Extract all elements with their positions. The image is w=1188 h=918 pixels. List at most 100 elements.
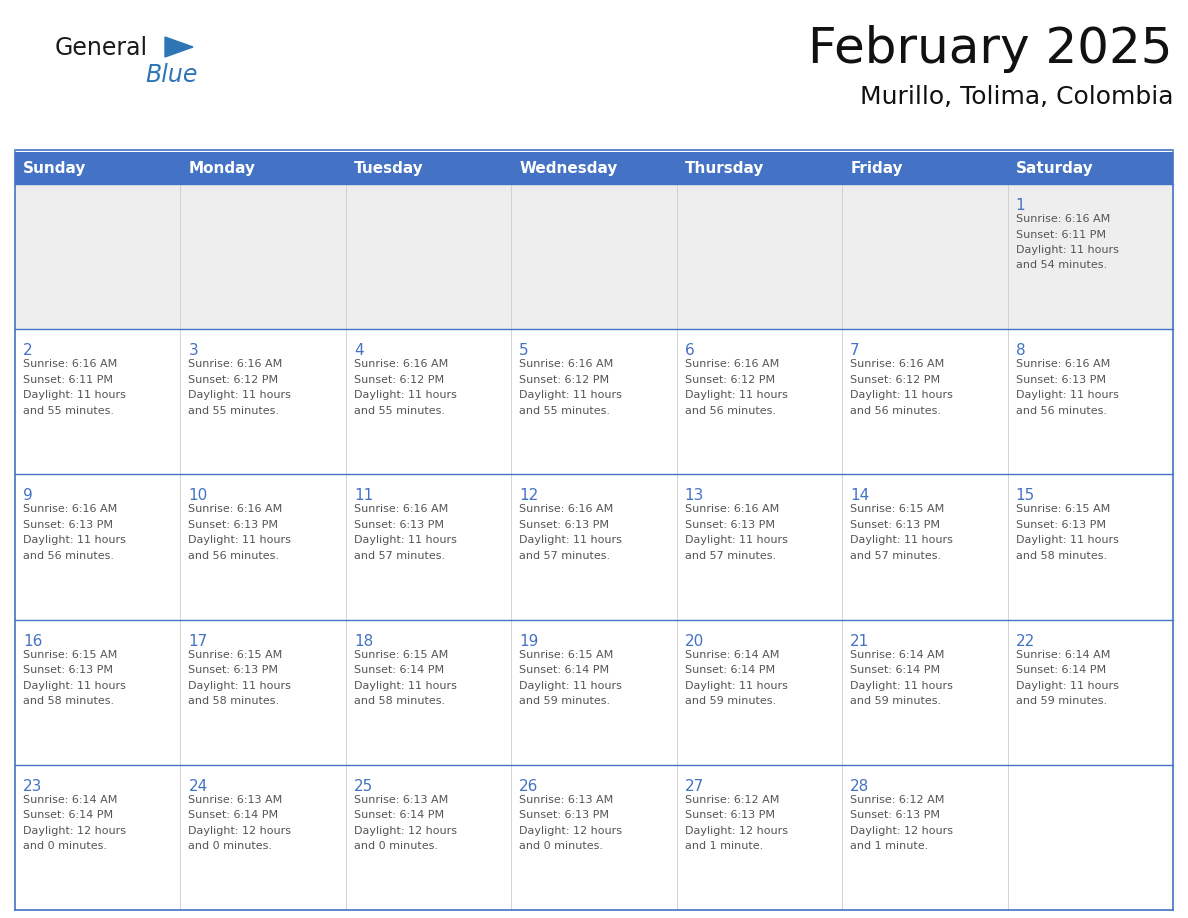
Text: Daylight: 11 hours: Daylight: 11 hours bbox=[1016, 245, 1118, 255]
Text: Daylight: 12 hours: Daylight: 12 hours bbox=[684, 826, 788, 835]
Text: Daylight: 12 hours: Daylight: 12 hours bbox=[23, 826, 126, 835]
Text: Sunset: 6:13 PM: Sunset: 6:13 PM bbox=[684, 811, 775, 821]
Text: Sunrise: 6:16 AM: Sunrise: 6:16 AM bbox=[851, 359, 944, 369]
Text: and 1 minute.: and 1 minute. bbox=[684, 841, 763, 851]
Text: 1: 1 bbox=[1016, 198, 1025, 213]
Polygon shape bbox=[165, 37, 192, 57]
Text: 10: 10 bbox=[189, 488, 208, 503]
Text: 3: 3 bbox=[189, 343, 198, 358]
Text: Sunset: 6:14 PM: Sunset: 6:14 PM bbox=[354, 811, 444, 821]
Text: 15: 15 bbox=[1016, 488, 1035, 503]
Text: and 56 minutes.: and 56 minutes. bbox=[684, 406, 776, 416]
Text: and 57 minutes.: and 57 minutes. bbox=[684, 551, 776, 561]
Text: Daylight: 11 hours: Daylight: 11 hours bbox=[519, 390, 623, 400]
Text: Daylight: 12 hours: Daylight: 12 hours bbox=[851, 826, 953, 835]
Text: and 57 minutes.: and 57 minutes. bbox=[519, 551, 611, 561]
Text: Sunset: 6:14 PM: Sunset: 6:14 PM bbox=[684, 666, 775, 675]
Text: Sunrise: 6:15 AM: Sunrise: 6:15 AM bbox=[189, 650, 283, 660]
Text: 20: 20 bbox=[684, 633, 704, 649]
Text: and 0 minutes.: and 0 minutes. bbox=[519, 841, 604, 851]
Text: Daylight: 11 hours: Daylight: 11 hours bbox=[851, 390, 953, 400]
Text: and 55 minutes.: and 55 minutes. bbox=[354, 406, 444, 416]
Text: Daylight: 11 hours: Daylight: 11 hours bbox=[189, 680, 291, 690]
Text: Sunset: 6:13 PM: Sunset: 6:13 PM bbox=[189, 520, 278, 530]
Text: and 58 minutes.: and 58 minutes. bbox=[189, 696, 279, 706]
Text: 8: 8 bbox=[1016, 343, 1025, 358]
Text: Sunset: 6:13 PM: Sunset: 6:13 PM bbox=[519, 520, 609, 530]
Text: Sunrise: 6:16 AM: Sunrise: 6:16 AM bbox=[684, 504, 779, 514]
Text: 2: 2 bbox=[23, 343, 32, 358]
Bar bbox=[15, 765, 1173, 910]
Text: Murillo, Tolima, Colombia: Murillo, Tolima, Colombia bbox=[859, 85, 1173, 109]
Text: Sunday: Sunday bbox=[23, 161, 87, 175]
Text: Sunset: 6:14 PM: Sunset: 6:14 PM bbox=[851, 666, 940, 675]
Text: Sunrise: 6:15 AM: Sunrise: 6:15 AM bbox=[354, 650, 448, 660]
Text: Sunset: 6:14 PM: Sunset: 6:14 PM bbox=[1016, 666, 1106, 675]
Text: Daylight: 12 hours: Daylight: 12 hours bbox=[519, 826, 623, 835]
Text: and 59 minutes.: and 59 minutes. bbox=[851, 696, 941, 706]
Text: Daylight: 11 hours: Daylight: 11 hours bbox=[519, 535, 623, 545]
Text: Sunrise: 6:16 AM: Sunrise: 6:16 AM bbox=[684, 359, 779, 369]
Text: Daylight: 11 hours: Daylight: 11 hours bbox=[684, 680, 788, 690]
Text: Sunrise: 6:14 AM: Sunrise: 6:14 AM bbox=[851, 650, 944, 660]
Text: and 56 minutes.: and 56 minutes. bbox=[851, 406, 941, 416]
Text: and 58 minutes.: and 58 minutes. bbox=[1016, 551, 1107, 561]
Text: Sunset: 6:14 PM: Sunset: 6:14 PM bbox=[519, 666, 609, 675]
Text: Sunset: 6:12 PM: Sunset: 6:12 PM bbox=[851, 375, 940, 385]
Text: Daylight: 11 hours: Daylight: 11 hours bbox=[851, 535, 953, 545]
Text: and 59 minutes.: and 59 minutes. bbox=[1016, 696, 1107, 706]
Text: and 55 minutes.: and 55 minutes. bbox=[189, 406, 279, 416]
Text: and 58 minutes.: and 58 minutes. bbox=[354, 696, 446, 706]
Text: Sunrise: 6:13 AM: Sunrise: 6:13 AM bbox=[189, 795, 283, 805]
Text: 12: 12 bbox=[519, 488, 538, 503]
Text: Sunset: 6:13 PM: Sunset: 6:13 PM bbox=[519, 811, 609, 821]
Text: and 56 minutes.: and 56 minutes. bbox=[23, 551, 114, 561]
Text: 16: 16 bbox=[23, 633, 43, 649]
Text: Sunrise: 6:16 AM: Sunrise: 6:16 AM bbox=[1016, 214, 1110, 224]
Text: Sunrise: 6:13 AM: Sunrise: 6:13 AM bbox=[519, 795, 613, 805]
Text: Sunset: 6:12 PM: Sunset: 6:12 PM bbox=[684, 375, 775, 385]
Text: Friday: Friday bbox=[851, 161, 903, 175]
Text: Sunset: 6:12 PM: Sunset: 6:12 PM bbox=[354, 375, 444, 385]
Text: Monday: Monday bbox=[189, 161, 255, 175]
Text: Daylight: 11 hours: Daylight: 11 hours bbox=[23, 390, 126, 400]
Text: 7: 7 bbox=[851, 343, 860, 358]
Bar bbox=[15, 475, 1173, 620]
Text: Daylight: 12 hours: Daylight: 12 hours bbox=[354, 826, 457, 835]
Text: 22: 22 bbox=[1016, 633, 1035, 649]
Text: 18: 18 bbox=[354, 633, 373, 649]
Text: Sunset: 6:14 PM: Sunset: 6:14 PM bbox=[189, 811, 278, 821]
Text: 25: 25 bbox=[354, 778, 373, 794]
Text: Daylight: 11 hours: Daylight: 11 hours bbox=[519, 680, 623, 690]
Text: Sunrise: 6:16 AM: Sunrise: 6:16 AM bbox=[23, 504, 118, 514]
Text: and 57 minutes.: and 57 minutes. bbox=[354, 551, 446, 561]
Text: 9: 9 bbox=[23, 488, 33, 503]
Text: Daylight: 11 hours: Daylight: 11 hours bbox=[189, 535, 291, 545]
Text: Daylight: 11 hours: Daylight: 11 hours bbox=[1016, 390, 1118, 400]
Text: and 0 minutes.: and 0 minutes. bbox=[189, 841, 272, 851]
Text: Saturday: Saturday bbox=[1016, 161, 1093, 175]
Text: Sunrise: 6:12 AM: Sunrise: 6:12 AM bbox=[851, 795, 944, 805]
Text: and 58 minutes.: and 58 minutes. bbox=[23, 696, 114, 706]
Text: Sunset: 6:13 PM: Sunset: 6:13 PM bbox=[684, 520, 775, 530]
Text: 28: 28 bbox=[851, 778, 870, 794]
Text: Sunset: 6:13 PM: Sunset: 6:13 PM bbox=[354, 520, 444, 530]
Text: and 56 minutes.: and 56 minutes. bbox=[1016, 406, 1106, 416]
Text: Daylight: 11 hours: Daylight: 11 hours bbox=[23, 535, 126, 545]
Text: Daylight: 11 hours: Daylight: 11 hours bbox=[354, 535, 456, 545]
Text: and 54 minutes.: and 54 minutes. bbox=[1016, 261, 1107, 271]
Text: Sunrise: 6:14 AM: Sunrise: 6:14 AM bbox=[1016, 650, 1110, 660]
Text: Sunset: 6:14 PM: Sunset: 6:14 PM bbox=[354, 666, 444, 675]
Text: and 0 minutes.: and 0 minutes. bbox=[354, 841, 438, 851]
Text: Sunrise: 6:15 AM: Sunrise: 6:15 AM bbox=[851, 504, 944, 514]
Text: Sunset: 6:13 PM: Sunset: 6:13 PM bbox=[851, 811, 940, 821]
Text: Thursday: Thursday bbox=[684, 161, 764, 175]
Text: Sunset: 6:13 PM: Sunset: 6:13 PM bbox=[189, 666, 278, 675]
Text: Sunset: 6:12 PM: Sunset: 6:12 PM bbox=[519, 375, 609, 385]
Text: 13: 13 bbox=[684, 488, 704, 503]
Text: Daylight: 11 hours: Daylight: 11 hours bbox=[23, 680, 126, 690]
Text: Sunrise: 6:15 AM: Sunrise: 6:15 AM bbox=[23, 650, 118, 660]
Text: Sunrise: 6:16 AM: Sunrise: 6:16 AM bbox=[354, 504, 448, 514]
Text: Sunset: 6:13 PM: Sunset: 6:13 PM bbox=[23, 666, 113, 675]
Text: 19: 19 bbox=[519, 633, 538, 649]
